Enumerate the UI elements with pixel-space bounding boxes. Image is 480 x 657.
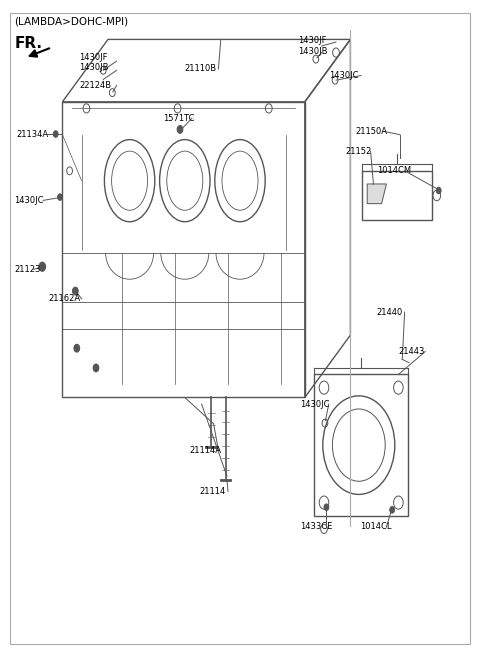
- Text: 1430JC: 1430JC: [14, 196, 44, 205]
- Text: 21162A: 21162A: [48, 294, 80, 304]
- Bar: [362, 171, 432, 220]
- Circle shape: [53, 131, 58, 137]
- Text: 22124B: 22124B: [79, 81, 111, 90]
- Text: 1430JC: 1430JC: [329, 71, 358, 80]
- Circle shape: [324, 504, 329, 510]
- Text: FR.: FR.: [14, 36, 42, 51]
- Text: 1430JC: 1430JC: [300, 399, 329, 409]
- Circle shape: [177, 125, 183, 133]
- Text: 1433CE: 1433CE: [300, 522, 332, 532]
- Circle shape: [39, 262, 46, 271]
- Polygon shape: [367, 184, 386, 204]
- Text: 1430JF: 1430JF: [298, 36, 326, 45]
- Text: 1430JB: 1430JB: [79, 63, 108, 72]
- Text: (LAMBDA>DOHC-MPI): (LAMBDA>DOHC-MPI): [14, 16, 129, 26]
- Circle shape: [72, 287, 78, 295]
- Text: 21114A: 21114A: [190, 445, 222, 455]
- Text: 1430JF: 1430JF: [79, 53, 108, 62]
- Text: 1571TC: 1571TC: [163, 114, 195, 123]
- Circle shape: [390, 507, 395, 513]
- Bar: [314, 374, 408, 516]
- Text: 1430JB: 1430JB: [298, 47, 327, 56]
- Text: 21152: 21152: [346, 147, 372, 156]
- Text: 21123: 21123: [14, 265, 41, 274]
- Circle shape: [74, 344, 80, 352]
- Text: 21440: 21440: [377, 307, 403, 317]
- Circle shape: [58, 194, 62, 200]
- Circle shape: [436, 187, 441, 194]
- Text: 21150A: 21150A: [355, 127, 387, 136]
- Text: 21114: 21114: [199, 487, 226, 496]
- Text: 1014CL: 1014CL: [360, 522, 392, 532]
- Text: 21443: 21443: [398, 347, 425, 356]
- Text: 1014CM: 1014CM: [377, 166, 411, 175]
- Text: 21110B: 21110B: [185, 64, 217, 74]
- Circle shape: [93, 364, 99, 372]
- Text: 21134A: 21134A: [17, 129, 49, 139]
